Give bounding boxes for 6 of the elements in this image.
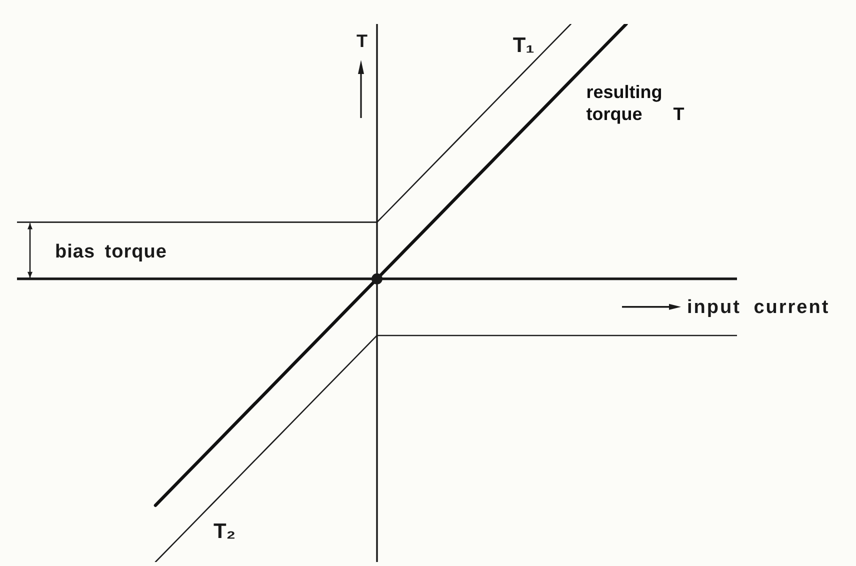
series-label: resulting torque T (586, 82, 684, 124)
series-label: T₂ (213, 520, 236, 543)
x-axis-title: input current (687, 296, 830, 318)
series-label: T₁ (512, 34, 534, 57)
y-axis-title: T (356, 31, 368, 51)
annotation: bias torque (55, 242, 167, 263)
